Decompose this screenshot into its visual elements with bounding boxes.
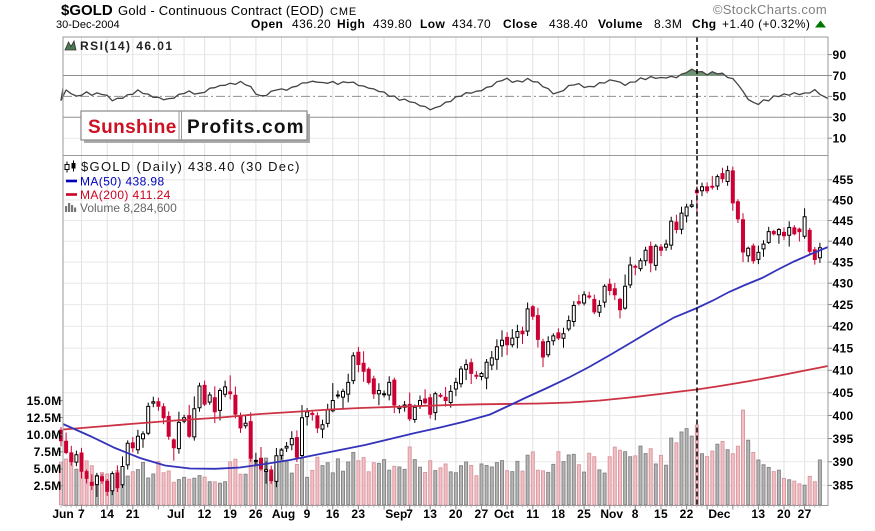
svg-text:26: 26 (249, 507, 263, 521)
svg-text:Oct: Oct (494, 507, 514, 521)
svg-text:90: 90 (833, 48, 847, 62)
svg-text:434.70: 434.70 (452, 17, 491, 31)
svg-text:21: 21 (126, 507, 140, 521)
svg-text:19: 19 (223, 507, 237, 521)
svg-text:450: 450 (833, 193, 854, 207)
svg-text:RSI(14) 46.01: RSI(14) 46.01 (80, 39, 174, 53)
svg-text:18: 18 (551, 507, 565, 521)
svg-text:©StockCharts.com: ©StockCharts.com (713, 2, 827, 17)
svg-text:+1.40 (+0.32%): +1.40 (+0.32%) (722, 17, 810, 31)
svg-text:10.0M: 10.0M (27, 428, 62, 442)
svg-text:$GOLD (Daily) 438.40 (30 Dec): $GOLD (Daily) 438.40 (30 Dec) (81, 159, 301, 174)
svg-text:Sep: Sep (385, 507, 407, 521)
svg-text:390: 390 (833, 455, 854, 469)
svg-text:2.5M: 2.5M (34, 479, 62, 493)
svg-text:12: 12 (198, 507, 212, 521)
svg-text:23: 23 (351, 507, 365, 521)
svg-text:410: 410 (833, 364, 854, 378)
svg-text:Jun: Jun (52, 507, 73, 521)
svg-text:7: 7 (78, 507, 85, 521)
svg-text:Aug: Aug (272, 507, 295, 521)
svg-text:15.0M: 15.0M (27, 394, 62, 408)
svg-text:13: 13 (751, 507, 765, 521)
svg-text:14: 14 (100, 507, 114, 521)
svg-text:$GOLD: $GOLD (61, 2, 113, 19)
svg-text:436.20: 436.20 (292, 17, 331, 31)
svg-text:425: 425 (833, 298, 854, 312)
svg-text:16: 16 (326, 507, 340, 521)
svg-text:Chg: Chg (692, 17, 717, 31)
svg-text:440: 440 (833, 235, 854, 249)
svg-text:15: 15 (654, 507, 668, 521)
svg-text:Profits.com: Profits.com (187, 117, 305, 138)
svg-text:415: 415 (833, 342, 854, 356)
svg-text:70: 70 (833, 69, 847, 83)
svg-text:438.40: 438.40 (549, 17, 588, 31)
svg-text:Close: Close (503, 17, 538, 31)
svg-text:11: 11 (526, 507, 539, 521)
svg-text:13: 13 (423, 507, 437, 521)
svg-text:10: 10 (833, 132, 847, 146)
svg-text:439.80: 439.80 (373, 17, 412, 31)
svg-text:Open: Open (251, 17, 283, 31)
svg-text:22: 22 (680, 507, 694, 521)
svg-text:27: 27 (475, 507, 489, 521)
svg-text:Sunshine: Sunshine (88, 117, 177, 138)
svg-text:High: High (337, 17, 365, 31)
svg-text:12.5M: 12.5M (27, 411, 62, 425)
svg-text:30-Dec-2004: 30-Dec-2004 (56, 19, 120, 31)
svg-text:Nov: Nov (600, 507, 623, 521)
svg-text:Gold - Continuous Contract (EO: Gold - Continuous Contract (EOD) (118, 3, 324, 18)
svg-text:20: 20 (777, 507, 791, 521)
svg-text:385: 385 (833, 479, 854, 493)
svg-text:Low: Low (420, 17, 445, 31)
svg-text:MA(50) 438.98: MA(50) 438.98 (80, 175, 165, 189)
svg-text:8.3M: 8.3M (654, 17, 682, 31)
svg-text:455: 455 (833, 173, 854, 187)
svg-text:CME: CME (330, 6, 357, 18)
svg-text:420: 420 (833, 320, 854, 334)
svg-text:435: 435 (833, 255, 854, 269)
svg-text:445: 445 (833, 214, 854, 228)
svg-text:MA(200) 411.24: MA(200) 411.24 (80, 188, 171, 202)
svg-text:Dec: Dec (708, 507, 730, 521)
svg-text:7.5M: 7.5M (34, 445, 62, 459)
svg-text:5.0M: 5.0M (34, 462, 62, 476)
svg-text:20: 20 (449, 507, 463, 521)
svg-text:8: 8 (632, 507, 639, 521)
svg-text:30: 30 (833, 111, 847, 125)
svg-text:430: 430 (833, 277, 854, 291)
svg-text:50: 50 (833, 90, 847, 104)
svg-text:27: 27 (798, 507, 812, 521)
svg-text:395: 395 (833, 432, 854, 446)
svg-text:Volume 8,284,600: Volume 8,284,600 (80, 201, 177, 215)
svg-text:7: 7 (406, 507, 413, 521)
svg-text:400: 400 (833, 409, 854, 423)
svg-text:405: 405 (833, 386, 854, 400)
svg-text:Jul: Jul (167, 507, 184, 521)
svg-text:25: 25 (577, 507, 591, 521)
svg-text:9: 9 (304, 507, 311, 521)
svg-text:Volume: Volume (598, 17, 643, 31)
